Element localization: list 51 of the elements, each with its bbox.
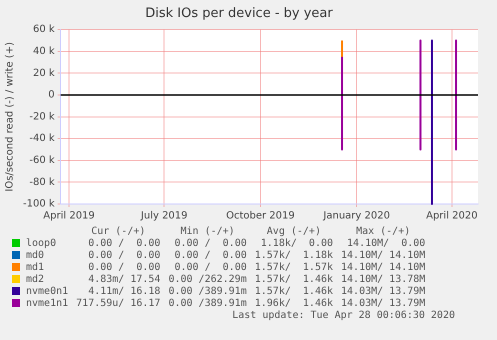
text: 14.10M/ 0.00	[346, 238, 426, 250]
x-tick-label: January 2020	[322, 210, 390, 222]
text: 0.00 / 0.00	[87, 262, 162, 274]
x-tick-label: July 2019	[140, 210, 188, 222]
legend-label: nvme0n1	[25, 286, 70, 298]
text: Last update: Tue Apr 28 00:06:30 2020	[231, 310, 456, 321]
text: 1.57k/ 1.18k	[254, 250, 334, 262]
y-tick-label: -20 k	[29, 111, 55, 122]
text: 717.59u/ 16.17	[75, 298, 162, 310]
legend-label: md1	[25, 262, 46, 274]
text: 0.00 / 0.00	[173, 262, 248, 274]
legend-label: nvme1n1	[25, 298, 70, 310]
text: Max (-/+)	[355, 226, 412, 238]
text: Min (-/+)	[180, 226, 236, 238]
y-axis-title: IOs/second read (-) / write (+)	[4, 42, 16, 192]
text: Cur (-/+)	[90, 226, 146, 238]
y-tick-label: 20 k	[32, 68, 55, 79]
text: 1.57k/ 1.57k	[254, 262, 334, 274]
text: Avg (-/+)	[266, 226, 322, 238]
text: 0.00 / 0.00	[173, 238, 248, 250]
text: 14.03M/ 13.79M	[340, 286, 426, 298]
legend-label: md2	[25, 274, 46, 286]
text: 1.57k/ 1.46k	[254, 274, 334, 286]
text: 14.10M/ 13.78M	[340, 274, 426, 286]
text: 0.00 /262.29m	[167, 274, 248, 286]
text: 14.10M/ 14.10M	[340, 250, 426, 262]
y-tick-label: 40 k	[32, 46, 55, 57]
text: 0.00 /389.91m	[167, 286, 248, 298]
text: 4.11m/ 16.18	[87, 286, 162, 298]
y-tick-label: 60 k	[32, 24, 55, 36]
chart-title: Disk IOs per device - by year	[145, 6, 334, 22]
y-tick-label: -80 k	[29, 176, 55, 188]
text: 4.83m/ 17.54	[87, 274, 162, 286]
legend-label: loop0	[25, 238, 58, 250]
y-tick-label: 0	[48, 90, 55, 101]
y-tick-label: -40 k	[29, 133, 55, 144]
text: 14.10M/ 14.10M	[340, 262, 426, 274]
text: 14.03M/ 13.79M	[340, 298, 426, 310]
text: 0.00 / 0.00	[173, 250, 248, 262]
legend-label: md0	[25, 250, 46, 262]
text: 0.00 /389.91m	[167, 298, 248, 310]
y-tick-label: -100 k	[22, 198, 55, 210]
text: 1.96k/ 1.46k	[254, 298, 334, 310]
x-tick-label: April 2020	[426, 210, 478, 222]
x-tick-label: April 2019	[43, 210, 95, 222]
text: 1.57k/ 1.46k	[254, 286, 334, 298]
text: 1.18k/ 0.00	[260, 238, 334, 250]
x-tick-label: October 2019	[226, 210, 295, 222]
text: 0.00 / 0.00	[87, 238, 162, 250]
y-tick-label: -60 k	[29, 154, 55, 166]
text: 0.00 / 0.00	[87, 250, 162, 262]
